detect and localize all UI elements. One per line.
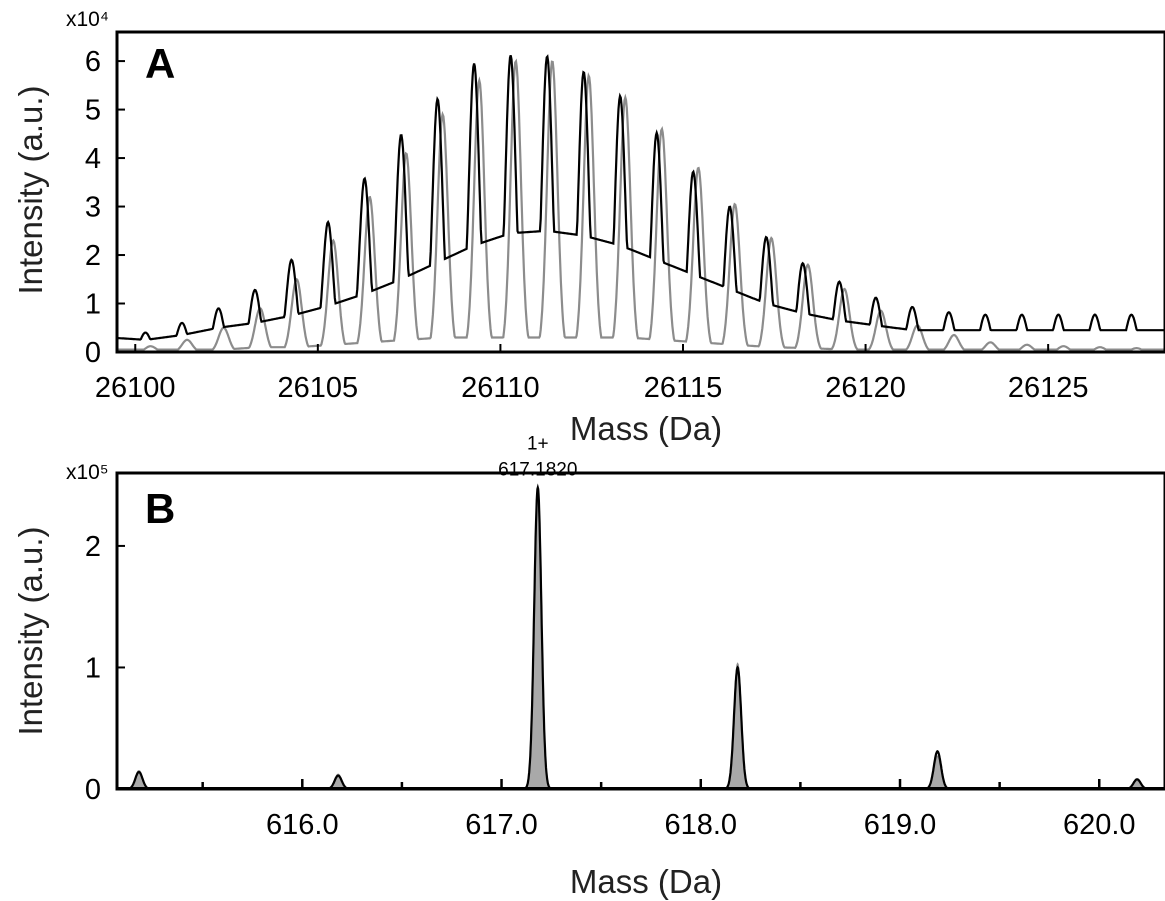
x-tick-label: 26115: [644, 372, 723, 404]
peak-grey-fill: [723, 662, 753, 790]
peak-black: [722, 665, 753, 791]
panel-a-y-axis-title: Intensity (a.u.): [12, 85, 49, 294]
series-line-black: [116, 54, 1165, 341]
y-tick-label: 6: [85, 46, 101, 78]
x-tick-label: 26125: [1008, 372, 1089, 404]
x-tick-label: 26100: [95, 372, 176, 404]
peak-annotation-charge: 1+: [527, 434, 549, 455]
y-tick-label: 3: [85, 192, 101, 224]
x-tick-label: 616.0: [266, 809, 339, 841]
peak-grey-fill: [124, 770, 154, 790]
x-tick-label: 26120: [825, 372, 906, 404]
y-tick-label: 0: [85, 774, 101, 806]
y-tick-label: 1: [85, 289, 101, 321]
panel-a-frame: [115, 30, 1165, 354]
panel-a-x-axis-title: Mass (Da): [570, 410, 722, 447]
y-tick-label: 2: [85, 531, 101, 563]
panel-a-y-exponent: x10⁴: [66, 8, 109, 31]
x-tick-label: 620.0: [1063, 809, 1136, 841]
x-tick-label: 617.0: [465, 809, 538, 841]
x-tick-label: 26110: [461, 372, 540, 404]
panel-b-traces: [117, 483, 1165, 791]
panel-a-label: A: [145, 40, 175, 87]
y-tick-label: 2: [85, 240, 101, 272]
y-tick-label: 5: [85, 95, 101, 127]
x-tick-label: 619.0: [864, 809, 937, 841]
y-tick-label: 0: [85, 337, 101, 369]
x-tick-label: 26105: [278, 372, 359, 404]
panel-b-y-axis-title: Intensity (a.u.): [12, 526, 49, 735]
peak-black: [523, 483, 553, 790]
x-tick-label: 618.0: [664, 809, 737, 841]
panel-b: 0 1 2 616.0 617.0 618.0 619.0 620.0 B x10⁵ 1+ 6…: [12, 434, 1165, 900]
panel-b-label: B: [145, 485, 175, 532]
peak-annotation-mass: 617.1820: [498, 460, 577, 481]
panel-a-axes: 0 1 2 3 4 5 6 26100 26105 26110 26115 26120 26125: [85, 30, 1165, 404]
panel-b-frame: [115, 471, 1165, 791]
peak-grey-fill: [923, 755, 952, 790]
y-tick-label: 4: [85, 143, 101, 175]
panel-b-x-axis-title: Mass (Da): [570, 863, 722, 900]
series-line-grey: [117, 58, 1165, 351]
panel-b-y-exponent: x10⁵: [66, 461, 109, 484]
y-tick-label: 1: [85, 652, 101, 684]
panel-b-axes: 0 1 2 616.0 617.0 618.0 619.0 620.0: [85, 471, 1165, 841]
peak-grey-fill: [523, 492, 553, 790]
panel-a-traces: [116, 54, 1165, 351]
